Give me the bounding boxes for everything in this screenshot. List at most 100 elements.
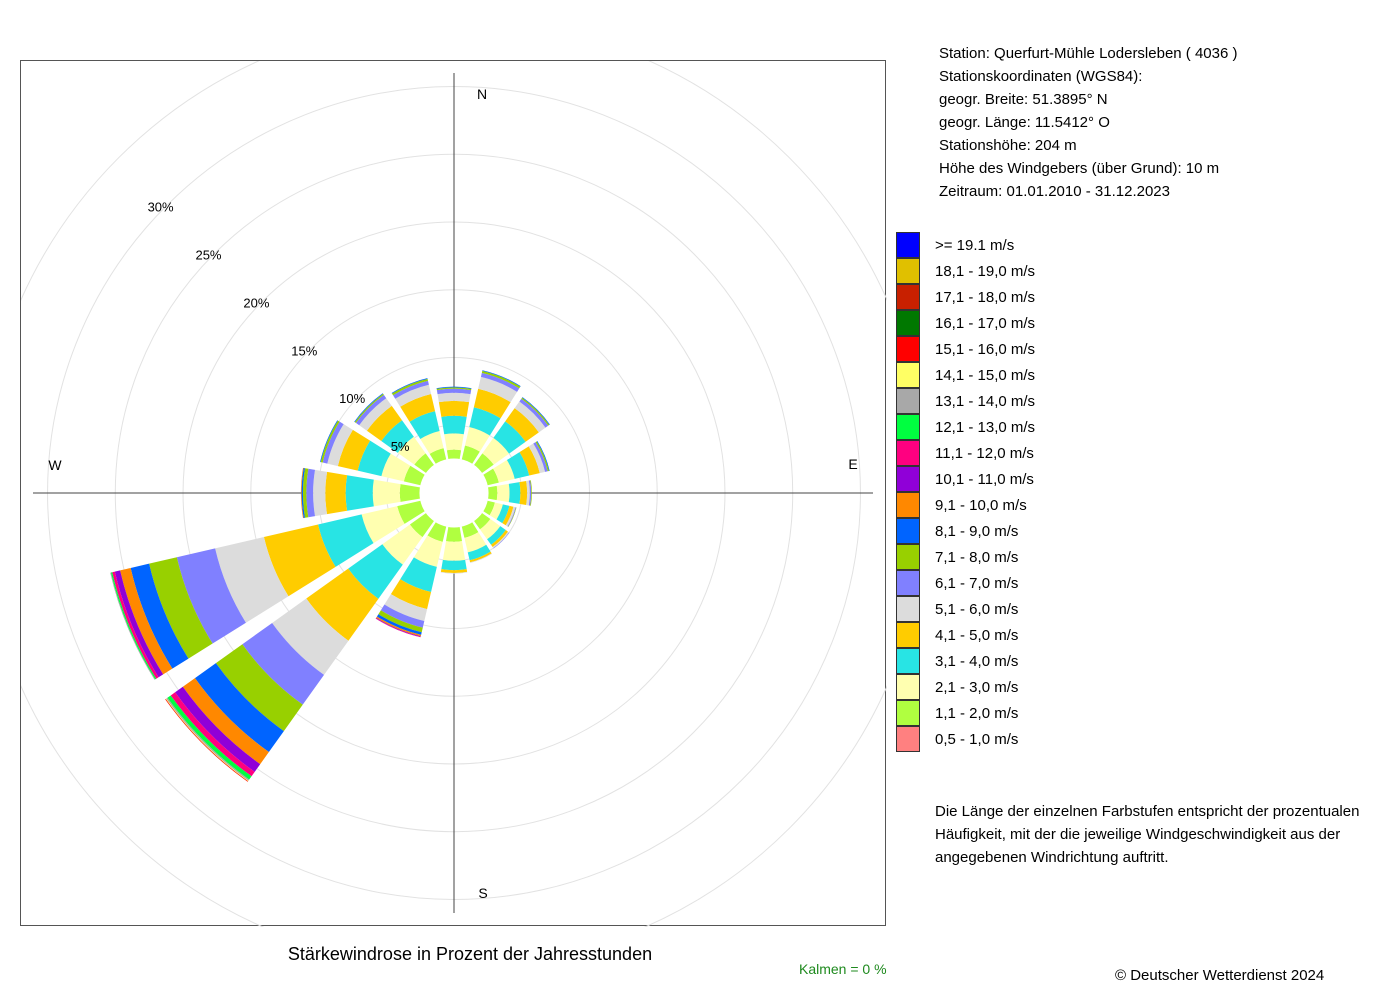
legend-item: 17,1 - 18,0 m/s — [896, 284, 1096, 310]
legend-item: 1,1 - 2,0 m/s — [896, 700, 1096, 726]
station-info-line: Stationshöhe: 204 m — [939, 137, 1077, 154]
wedge-segment — [313, 469, 328, 517]
wedge-segment — [507, 507, 517, 527]
wedge-segment — [445, 526, 463, 542]
wedge-segment — [465, 427, 490, 452]
wedge-segment — [436, 388, 472, 395]
wedge-segment — [381, 453, 411, 482]
wedge-segment — [526, 480, 530, 506]
legend-label: 9,1 - 10,0 m/s — [935, 497, 1027, 514]
legend-item: 18,1 - 19,0 m/s — [896, 258, 1096, 284]
wedge-segment — [376, 616, 422, 637]
legend-swatch — [896, 674, 920, 700]
wedge-segment — [300, 467, 304, 519]
wedge-segment — [376, 614, 422, 635]
wedge-segment — [372, 479, 401, 507]
wedge-segment — [409, 411, 440, 439]
legend-item: 10,1 - 11,0 m/s — [896, 466, 1096, 492]
station-info-line: Station: Querfurt-Mühle Lodersleben ( 40… — [939, 45, 1238, 62]
wedge-segment — [473, 388, 511, 419]
wedge-segment — [493, 460, 515, 483]
legend-item: 0,5 - 1,0 m/s — [896, 726, 1096, 752]
wedge-segment — [380, 604, 425, 628]
legend-label: 14,1 - 15,0 m/s — [935, 367, 1036, 384]
wedge-segment — [413, 535, 443, 567]
legend-label: 12,1 - 13,0 m/s — [935, 419, 1036, 436]
wedge-segment — [469, 407, 501, 436]
wedge-segment — [533, 442, 548, 472]
radial-tick-label: 15% — [291, 343, 317, 358]
wedge-segment — [384, 594, 428, 622]
wind-rose-chart: 5% 10% 15% 20% 25% 30% N E S W — [21, 61, 887, 927]
note-line: angegebenen Windrichtung auftritt. — [935, 849, 1169, 866]
wedge-segment — [470, 553, 492, 563]
wedge-segment — [521, 397, 550, 426]
radial-tick-label: 5% — [391, 439, 410, 454]
wedge-segment — [493, 421, 526, 454]
wedge-segment — [505, 408, 539, 442]
legend-swatch — [896, 700, 920, 726]
wedge-segment — [354, 393, 384, 423]
wedge-segment — [306, 468, 316, 518]
legend-swatch — [896, 492, 920, 518]
wedge-segment — [393, 380, 429, 399]
wedge-segment — [496, 504, 510, 524]
wedge-segment — [506, 452, 530, 479]
wedge-segment — [535, 441, 550, 472]
legend-item: >= 19.1 m/s — [896, 232, 1096, 258]
wedge-segment — [536, 441, 550, 471]
wedge-segment — [502, 505, 514, 526]
wedge-segment — [505, 506, 516, 527]
copyright: © Deutscher Wetterdienst 2024 — [1115, 967, 1325, 984]
wedge-segment — [444, 433, 464, 451]
legend-item: 14,1 - 15,0 m/s — [896, 362, 1096, 388]
wedge-segment — [420, 430, 444, 454]
legend-swatch — [896, 570, 920, 596]
wedge-segment — [327, 424, 353, 467]
wedge-segment — [215, 644, 303, 732]
wedges — [110, 370, 550, 782]
legend-swatch — [896, 388, 920, 414]
wedge-segment — [467, 544, 491, 561]
radial-tick-label: 20% — [243, 295, 269, 310]
legend-label: 16,1 - 17,0 m/s — [935, 315, 1036, 332]
radial-tick-label: 30% — [148, 200, 174, 215]
wedge-segment — [403, 465, 426, 486]
wedge-segment — [378, 610, 423, 633]
wedge-segment — [519, 446, 540, 476]
legend-item: 5,1 - 6,0 m/s — [896, 596, 1096, 622]
wedge-segment — [399, 484, 421, 502]
wedge-segment — [473, 512, 491, 530]
legend-item: 15,1 - 16,0 m/s — [896, 336, 1096, 362]
wedge-segment — [429, 448, 447, 465]
wedge-segment — [487, 485, 498, 501]
wedge-segment — [359, 398, 392, 431]
wedge-segment — [492, 531, 510, 549]
legend-item: 3,1 - 4,0 m/s — [896, 648, 1096, 674]
legend-label: 4,1 - 5,0 m/s — [935, 627, 1019, 644]
wedge-segment — [461, 521, 479, 538]
compass-label-s: S — [478, 885, 487, 901]
legend-label: 17,1 - 18,0 m/s — [935, 289, 1036, 306]
wedge-segment — [337, 429, 371, 471]
legend-label: 8,1 - 9,0 m/s — [935, 523, 1019, 540]
station-info-line: Zeitraum: 01.01.2010 - 31.12.2023 — [939, 183, 1170, 200]
wedge-segment — [491, 530, 509, 548]
wedge-segment — [519, 398, 549, 428]
wedge-segment — [473, 453, 494, 474]
wedge-segment — [437, 392, 471, 403]
wedge-segment — [306, 568, 379, 641]
wedge-segment — [112, 571, 159, 679]
legend-item: 12,1 - 13,0 m/s — [896, 414, 1096, 440]
wedge-segment — [391, 378, 428, 396]
wedge-segment — [479, 518, 501, 540]
wedge-segment — [263, 524, 336, 597]
wedge-segment — [508, 482, 521, 504]
station-info-line: geogr. Länge: 11.5412° O — [939, 114, 1110, 131]
legend-swatch — [896, 596, 920, 622]
wedge-segment — [272, 598, 349, 675]
wedge-segment — [487, 526, 506, 545]
wedge-segment — [400, 394, 436, 422]
legend-label: 6,1 - 7,0 m/s — [935, 575, 1019, 592]
wedge-segment — [440, 569, 468, 573]
